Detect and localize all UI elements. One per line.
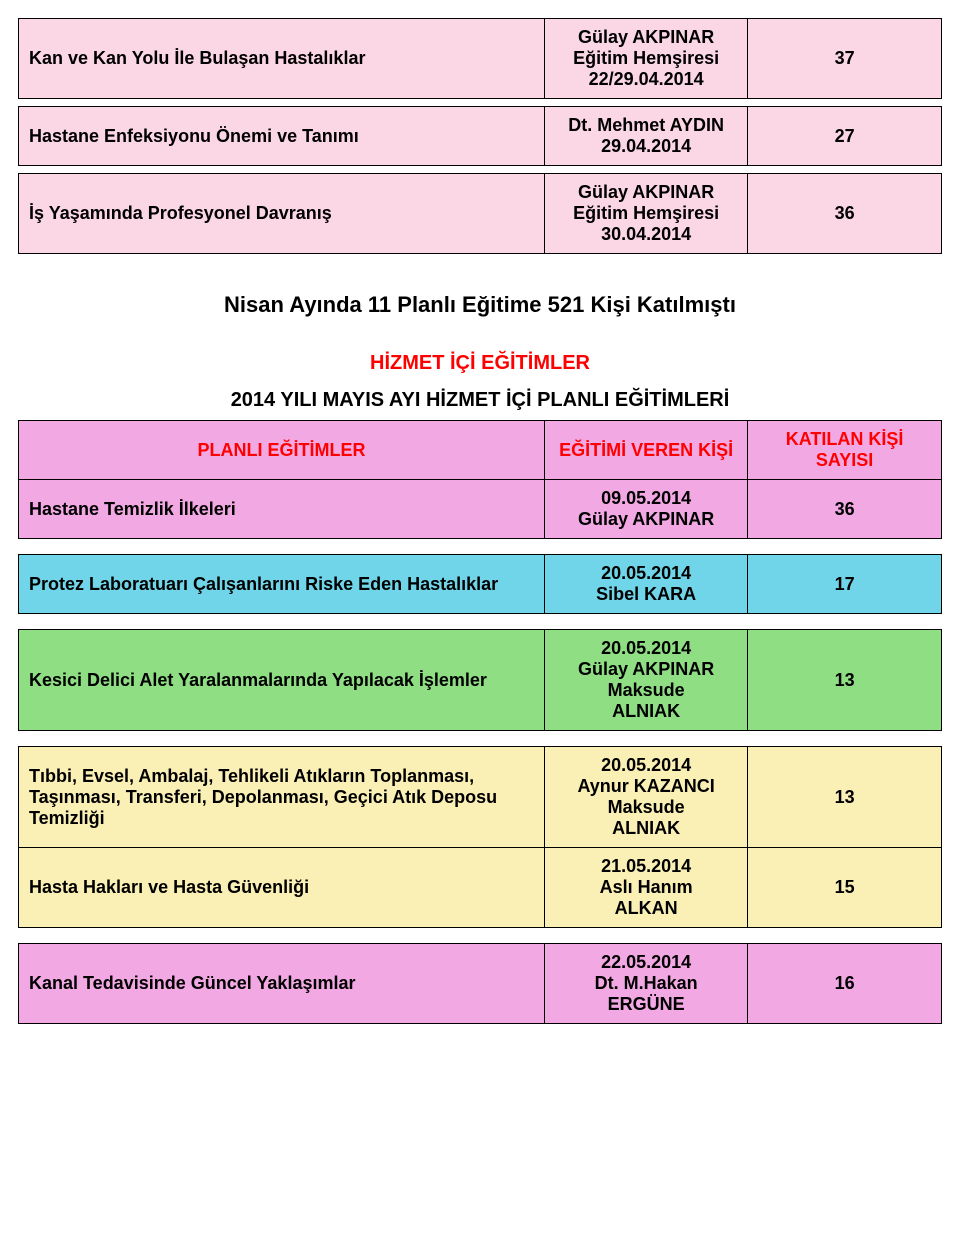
header-row: PLANLI EĞİTİMLEREĞİTİMİ VEREN KİŞİKATILA… — [19, 421, 942, 480]
table-row: İş Yaşamında Profesyonel DavranışGülay A… — [19, 174, 942, 254]
spacer-row — [19, 166, 942, 174]
table-row: Tıbbi, Evsel, Ambalaj, Tehlikeli Atıklar… — [19, 747, 942, 848]
count-cell: 36 — [748, 174, 942, 254]
count-cell: 13 — [748, 630, 942, 731]
main-table: PLANLI EĞİTİMLEREĞİTİMİ VEREN KİŞİKATILA… — [18, 420, 942, 1024]
trainer-cell: 20.05.2014Sibel KARA — [545, 555, 748, 614]
topic-cell: İş Yaşamında Profesyonel Davranış — [19, 174, 545, 254]
spacer-row — [19, 731, 942, 747]
topic-cell: Hasta Hakları ve Hasta Güvenliği — [19, 848, 545, 928]
topic-cell: Kan ve Kan Yolu İle Bulaşan Hastalıklar — [19, 19, 545, 99]
spacer-row — [19, 99, 942, 107]
top-table: Kan ve Kan Yolu İle Bulaşan HastalıklarG… — [18, 18, 942, 254]
topic-cell: Kanal Tedavisinde Güncel Yaklaşımlar — [19, 944, 545, 1024]
header-topic: PLANLI EĞİTİMLER — [19, 421, 545, 480]
topic-cell: Hastane Temizlik İlkeleri — [19, 480, 545, 539]
table-row: Protez Laboratuarı Çalışanlarını Riske E… — [19, 555, 942, 614]
trainer-cell: 22.05.2014Dt. M.HakanERGÜNE — [545, 944, 748, 1024]
summary-line: Nisan Ayında 11 Planlı Eğitime 521 Kişi … — [18, 292, 942, 318]
table-row: Hastane Temizlik İlkeleri09.05.2014Gülay… — [19, 480, 942, 539]
count-cell: 17 — [748, 555, 942, 614]
count-cell: 15 — [748, 848, 942, 928]
header-count: KATILAN KİŞİ SAYISI — [748, 421, 942, 480]
section-title: HİZMET İÇİ EĞİTİMLER — [18, 352, 942, 375]
trainer-cell: Gülay AKPINAREğitim Hemşiresi22/29.04.20… — [545, 19, 748, 99]
count-cell: 37 — [748, 19, 942, 99]
count-cell: 13 — [748, 747, 942, 848]
spacer-row — [19, 539, 942, 555]
spacer-row — [19, 614, 942, 630]
spacer-row — [19, 928, 942, 944]
trainer-cell: 20.05.2014Aynur KAZANCIMaksudeALNIAK — [545, 747, 748, 848]
table-row: Hasta Hakları ve Hasta Güvenliği21.05.20… — [19, 848, 942, 928]
header-trainer: EĞİTİMİ VEREN KİŞİ — [545, 421, 748, 480]
topic-cell: Protez Laboratuarı Çalışanlarını Riske E… — [19, 555, 545, 614]
subheader: 2014 YILI MAYIS AYI HİZMET İÇİ PLANLI EĞ… — [18, 389, 942, 412]
count-cell: 16 — [748, 944, 942, 1024]
topic-cell: Kesici Delici Alet Yaralanmalarında Yapı… — [19, 630, 545, 731]
topic-cell: Hastane Enfeksiyonu Önemi ve Tanımı — [19, 107, 545, 166]
count-cell: 36 — [748, 480, 942, 539]
table-row: Kan ve Kan Yolu İle Bulaşan HastalıklarG… — [19, 19, 942, 99]
trainer-cell: 21.05.2014Aslı HanımALKAN — [545, 848, 748, 928]
table-row: Kesici Delici Alet Yaralanmalarında Yapı… — [19, 630, 942, 731]
topic-cell: Tıbbi, Evsel, Ambalaj, Tehlikeli Atıklar… — [19, 747, 545, 848]
trainer-cell: 09.05.2014Gülay AKPINAR — [545, 480, 748, 539]
table-row: Kanal Tedavisinde Güncel Yaklaşımlar22.0… — [19, 944, 942, 1024]
table-row: Hastane Enfeksiyonu Önemi ve TanımıDt. M… — [19, 107, 942, 166]
trainer-cell: Dt. Mehmet AYDIN29.04.2014 — [545, 107, 748, 166]
trainer-cell: Gülay AKPINAREğitim Hemşiresi30.04.2014 — [545, 174, 748, 254]
trainer-cell: 20.05.2014Gülay AKPINARMaksudeALNIAK — [545, 630, 748, 731]
count-cell: 27 — [748, 107, 942, 166]
